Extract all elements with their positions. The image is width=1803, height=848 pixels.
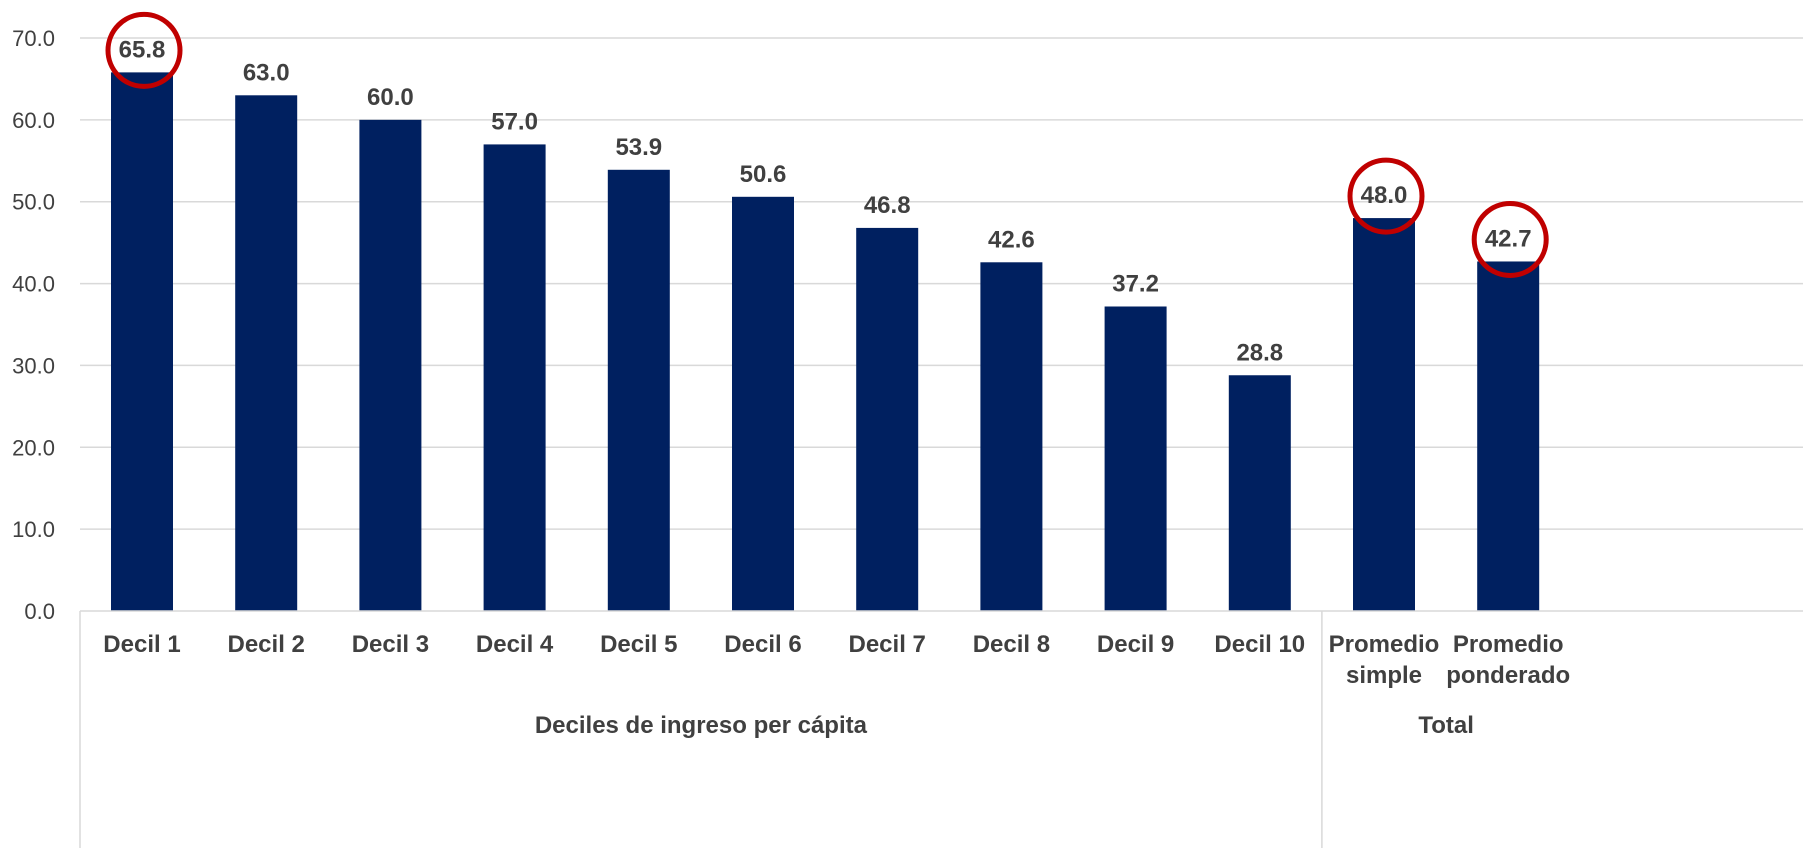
y-tick-label: 0.0 — [24, 599, 55, 624]
y-axis: 0.0 10.0 20.0 30.0 40.0 50.0 60.0 70.0 — [12, 26, 55, 624]
data-label: 28.8 — [1236, 339, 1283, 366]
data-label: 50.6 — [740, 161, 787, 188]
x-axis: Decil 1 Decil 2 Decil 3 Decil 4 Decil 5 Decil… — [79, 610, 1803, 848]
bar — [1477, 261, 1540, 611]
y-tick-label: 20.0 — [12, 435, 55, 460]
group-label: Deciles de ingreso per cápita — [535, 712, 868, 739]
x-tick-label: Decil 3 — [352, 631, 429, 658]
data-label: 53.9 — [615, 134, 662, 161]
bar — [483, 144, 546, 611]
x-tick-label: Promedio — [1453, 631, 1564, 658]
x-tick-label: Decil 4 — [476, 631, 554, 658]
highlight-circle — [1347, 157, 1425, 235]
bar — [732, 196, 794, 611]
data-label: 37.2 — [1112, 270, 1159, 297]
bar — [111, 72, 173, 611]
y-tick-label: 50.0 — [12, 190, 55, 215]
x-tick-label: Decil 9 — [1097, 631, 1174, 658]
x-tick-label: Decil 5 — [600, 631, 677, 658]
bars — [111, 72, 1540, 612]
y-tick-label: 70.0 — [12, 26, 55, 51]
y-tick-label: 40.0 — [12, 272, 55, 297]
x-tick-label: Decil 6 — [724, 631, 801, 658]
x-tick-label: simple — [1346, 662, 1422, 689]
highlight-circle — [1471, 200, 1549, 278]
data-label: 46.8 — [864, 192, 911, 219]
y-tick-label: 60.0 — [12, 108, 55, 133]
y-tick-label: 30.0 — [12, 353, 55, 378]
bar — [1228, 375, 1291, 611]
x-tick-label: Decil 10 — [1214, 631, 1305, 658]
x-tick-label: Decil 8 — [973, 631, 1050, 658]
x-tick-label: Decil 7 — [849, 631, 926, 658]
data-label: 48.0 — [1361, 182, 1408, 209]
bar — [607, 169, 670, 612]
bar — [1104, 306, 1167, 611]
y-tick-label: 10.0 — [12, 517, 55, 542]
data-label: 57.0 — [491, 108, 538, 135]
bar — [235, 95, 298, 612]
highlight-circle — [105, 11, 183, 89]
data-labels: 65.8 63.0 60.0 57.0 53.9 50.6 46.8 42.6 37.2 28.8… — [119, 36, 1532, 366]
highlight-circles — [105, 11, 1549, 278]
gridlines — [80, 37, 1803, 530]
x-tick-label: Decil 2 — [228, 631, 305, 658]
data-label: 42.7 — [1485, 225, 1532, 252]
data-label: 63.0 — [243, 59, 290, 86]
group-label: Total — [1418, 712, 1474, 739]
bar — [980, 262, 1043, 611]
bar — [1353, 218, 1415, 612]
x-tick-label: Decil 1 — [103, 631, 180, 658]
x-tick-label: Promedio — [1329, 631, 1440, 658]
data-label: 60.0 — [367, 84, 414, 111]
data-label: 42.6 — [988, 226, 1035, 253]
bar — [856, 227, 919, 611]
data-label: 65.8 — [119, 36, 166, 63]
bar — [359, 119, 422, 611]
x-tick-label: ponderado — [1446, 662, 1570, 689]
